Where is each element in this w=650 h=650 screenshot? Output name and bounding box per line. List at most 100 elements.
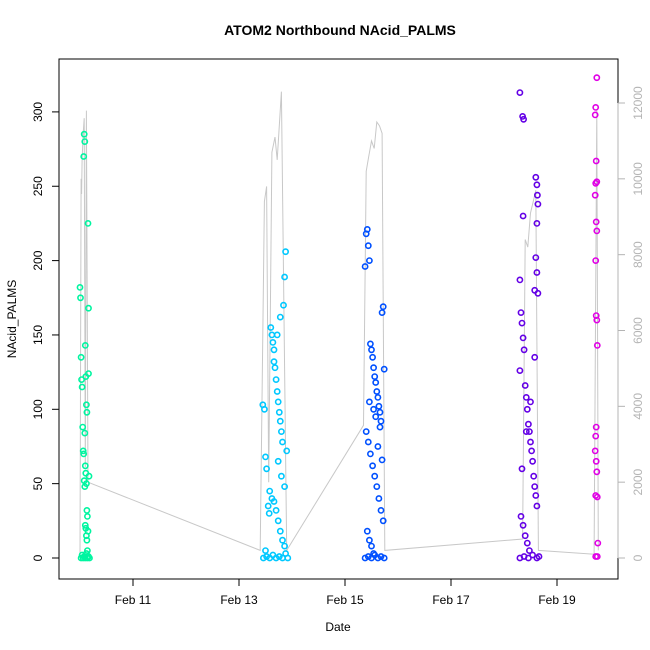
data-point	[270, 346, 278, 354]
data-point	[533, 219, 541, 227]
data-point	[274, 398, 282, 406]
data-point	[361, 263, 369, 270]
data-point	[592, 257, 600, 264]
data-point	[531, 483, 539, 490]
data-point	[86, 554, 93, 562]
plot-frame	[58, 58, 619, 580]
x-tick-label: Feb 19	[538, 593, 576, 607]
data-point	[532, 492, 540, 499]
data-point	[533, 502, 541, 510]
data-point	[273, 331, 281, 339]
data-point	[268, 331, 276, 339]
data-point	[363, 527, 371, 535]
y-axis-label: NAcid_PALMS	[5, 280, 19, 358]
data-point	[362, 428, 370, 435]
y2-tick-label: 2000	[631, 468, 645, 495]
data-point	[281, 483, 288, 490]
data-point	[374, 393, 382, 401]
data-point	[377, 417, 385, 425]
data-point	[81, 521, 89, 529]
data-point	[592, 157, 600, 165]
data-point	[81, 138, 89, 145]
y-tick-label: 250	[31, 176, 45, 196]
data-point	[370, 364, 377, 372]
data-point	[260, 405, 268, 413]
data-point	[534, 200, 542, 208]
data-point	[594, 539, 602, 547]
data-point	[275, 408, 283, 416]
data-point	[80, 450, 88, 458]
secondary-series-line	[79, 91, 599, 559]
data-point	[83, 408, 91, 416]
data-point	[518, 465, 526, 473]
data-point	[533, 269, 541, 276]
y2-tick-label: 6000	[631, 317, 645, 344]
data-point	[593, 74, 601, 82]
data-point	[83, 480, 90, 487]
data-point	[534, 289, 542, 297]
x-tick-label: Feb 15	[326, 593, 364, 607]
data-point	[377, 506, 385, 514]
y-tick-label: 200	[31, 250, 45, 270]
data-point	[83, 536, 91, 544]
data-point	[277, 428, 285, 435]
data-point	[526, 428, 533, 435]
data-point	[373, 388, 381, 395]
data-point	[523, 539, 531, 547]
data-point	[272, 376, 280, 383]
data-point	[591, 191, 599, 199]
data-point	[522, 393, 530, 401]
data-point	[84, 527, 92, 535]
data-point	[528, 447, 535, 455]
data-point	[368, 542, 375, 550]
data-point	[84, 219, 92, 227]
chart-title: ATOM2 Northbound NAcid_PALMS	[224, 22, 456, 38]
data-point	[263, 465, 270, 473]
data-point	[270, 498, 278, 505]
data-point	[267, 324, 275, 331]
data-point	[519, 212, 527, 220]
data-point	[77, 294, 84, 302]
axes-layer: Feb 11 Feb 13 Feb 15 Feb 17 Feb 19 0 50 100 150 2…	[31, 86, 645, 607]
data-point	[370, 405, 377, 413]
data-point	[519, 334, 527, 342]
data-point	[281, 273, 288, 281]
data-point	[527, 398, 534, 406]
y-tick-label: 50	[31, 477, 45, 491]
data-point	[76, 283, 84, 291]
x-tick-label: Feb 11	[115, 593, 152, 607]
data-point	[518, 319, 526, 327]
data-point	[83, 506, 91, 514]
data-point	[530, 472, 538, 480]
data-point	[525, 420, 532, 428]
flight-series-4	[516, 89, 543, 562]
data-point	[366, 450, 374, 458]
data-point	[372, 413, 380, 421]
y2-tick-label: 4000	[631, 393, 645, 420]
data-point	[380, 365, 388, 373]
data-point	[274, 517, 282, 525]
data-point	[592, 179, 600, 187]
data-point	[262, 547, 269, 554]
y-tick-label: 0	[31, 554, 45, 561]
data-point	[371, 472, 379, 480]
y2-tick-label: 10000	[631, 162, 645, 196]
data-point	[532, 254, 540, 261]
data-point	[364, 242, 372, 250]
data-point	[282, 248, 289, 256]
data-point	[517, 513, 525, 520]
data-point	[523, 405, 531, 413]
data-point	[593, 468, 601, 476]
data-point	[79, 447, 87, 455]
data-point	[84, 513, 91, 520]
data-point	[276, 527, 284, 535]
data-point	[269, 338, 277, 346]
flight-series-2	[259, 248, 292, 562]
data-point	[529, 457, 536, 465]
data-point	[371, 373, 379, 380]
data-point	[85, 304, 92, 312]
data-point	[533, 181, 541, 189]
y2-tick-label: 0	[631, 554, 645, 561]
x-tick-label: Feb 17	[432, 593, 470, 607]
data-point	[85, 472, 93, 480]
